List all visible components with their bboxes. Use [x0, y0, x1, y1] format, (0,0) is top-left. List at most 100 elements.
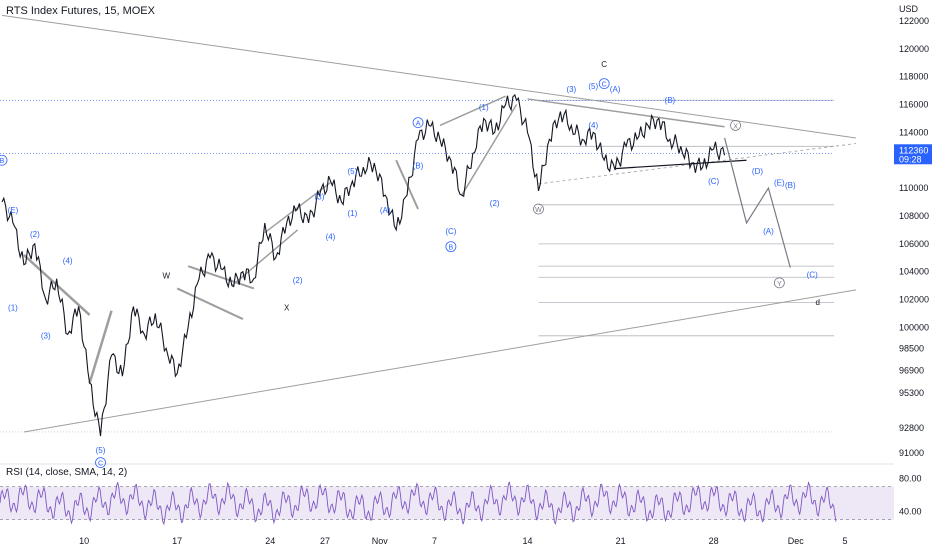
y-tick-label: 100000: [899, 322, 929, 332]
wave-label: (5): [347, 167, 357, 176]
y-tick-label: 104000: [899, 267, 929, 277]
x-axis: 10 17 24 27 Nov 7 14 21 28 Dec 5: [79, 536, 847, 546]
y-tick-label: 102000: [899, 295, 929, 305]
x-tick-label: Nov: [372, 536, 389, 546]
wave-label: (5): [96, 446, 106, 455]
wave-circle-label: W: [535, 207, 542, 214]
wave-circle: [773, 277, 785, 289]
wave-label: C: [601, 60, 607, 69]
rsi-title: RSI (14, close, SMA, 14, 2): [6, 467, 128, 478]
wave-circle-label: B: [449, 245, 454, 252]
y-tick-label: 106000: [899, 239, 929, 249]
trendline: [88, 310, 113, 384]
wave-circle: [0, 154, 8, 166]
y-tick-label: 92800: [899, 423, 924, 433]
rsi-tick-label: 40.00: [899, 506, 922, 516]
wave-label: (A): [380, 206, 391, 215]
x-tick-label: Dec: [788, 536, 805, 546]
x-tick-label: 7: [432, 536, 437, 546]
wave-labels: (E) (2) (4) (1) (3) (5) W X (1) (2) (3) (4) (5) (A) (B…: [0, 60, 820, 469]
wave-circle: [95, 457, 106, 469]
rsi-band: [0, 486, 894, 520]
countdown-value: 09:28: [899, 154, 922, 164]
wave-circle: [730, 120, 741, 131]
wave-label: (B): [413, 162, 424, 171]
wave-label: (3): [315, 192, 325, 201]
wave-label: (5): [588, 82, 598, 91]
wave-circle-label: C: [98, 461, 103, 468]
currency-label: USD: [899, 4, 919, 14]
y-tick-label: 95300: [899, 388, 924, 398]
wave-label: (E): [8, 206, 19, 215]
x-tick-label: 17: [172, 536, 182, 546]
wave-circle: [445, 241, 457, 253]
x-tick-label: 10: [79, 536, 89, 546]
wave-circle-label: C: [602, 82, 607, 89]
trendline: [439, 95, 506, 127]
wave-label: (C): [807, 270, 818, 279]
rsi-tick-label: 80.00: [899, 473, 922, 483]
wave-label: X: [284, 304, 290, 313]
trendline: [23, 289, 857, 433]
y-tick-label: 114000: [899, 127, 928, 137]
y-tick-label: 116000: [899, 100, 928, 110]
y-tick-label: 122000: [899, 16, 929, 26]
wave-label: (D): [752, 167, 763, 176]
wave-label: (1): [8, 304, 18, 313]
y-tick-label: 98500: [899, 343, 924, 353]
wave-label: (2): [30, 230, 40, 239]
chart-title: RTS Index Futures, 15, MOEX: [6, 5, 155, 17]
x-tick-label: 28: [709, 536, 719, 546]
wave-circle-label: X: [733, 123, 738, 130]
wave-label: (A): [610, 85, 621, 94]
projection-path: [724, 137, 791, 268]
last-price-box: [894, 144, 932, 165]
wave-label: (A): [763, 227, 774, 236]
x-tick-label: 5: [843, 536, 848, 546]
wave-circle-label: A: [416, 121, 421, 128]
wave-label: (3): [566, 85, 576, 94]
trendline: [461, 104, 518, 196]
wave-circle: [533, 203, 544, 215]
trendline: [176, 287, 244, 320]
wave-label: W: [162, 272, 170, 281]
rsi-line: [0, 481, 837, 526]
price-scale[interactable]: [894, 0, 932, 550]
rsi-pane: 80.00 40.00: [0, 473, 922, 526]
trendline: [23, 254, 91, 316]
wave-circle: [598, 78, 610, 90]
trendline: [231, 229, 299, 287]
x-tick-label: 21: [616, 536, 626, 546]
wave-circle-label: B: [0, 158, 5, 165]
wave-label: (4): [326, 233, 336, 242]
wave-label: (C): [708, 177, 719, 186]
wave-label: (2): [293, 276, 303, 285]
y-tick-label: 120000: [899, 44, 929, 54]
wave-label: (2): [490, 199, 500, 208]
projection-line: [724, 137, 791, 268]
horizontal-levels: [0, 99, 835, 433]
wave-label: (4): [63, 256, 73, 265]
wave-circle: [412, 117, 424, 129]
trendline: [527, 98, 725, 128]
wave-label: (C): [445, 227, 456, 236]
wave-label: (1): [347, 209, 357, 218]
trendline: [615, 159, 747, 170]
wave-label: (B): [665, 96, 676, 105]
trendline: [187, 265, 255, 290]
x-tick-label: 27: [320, 536, 330, 546]
wave-label: (1): [479, 103, 489, 112]
wave-label: (3): [41, 332, 51, 341]
wave-label: (4): [588, 121, 598, 130]
trendline: [395, 159, 419, 210]
price-line: [1, 93, 726, 437]
trendline: [538, 143, 857, 185]
y-tick-label: 91000: [899, 448, 924, 458]
price-series: [1, 93, 726, 437]
wave-circle-label: Y: [777, 281, 782, 288]
wave-label: d: [815, 298, 819, 307]
wave-label: (E): [774, 178, 785, 187]
wave-label: (B): [785, 181, 796, 190]
